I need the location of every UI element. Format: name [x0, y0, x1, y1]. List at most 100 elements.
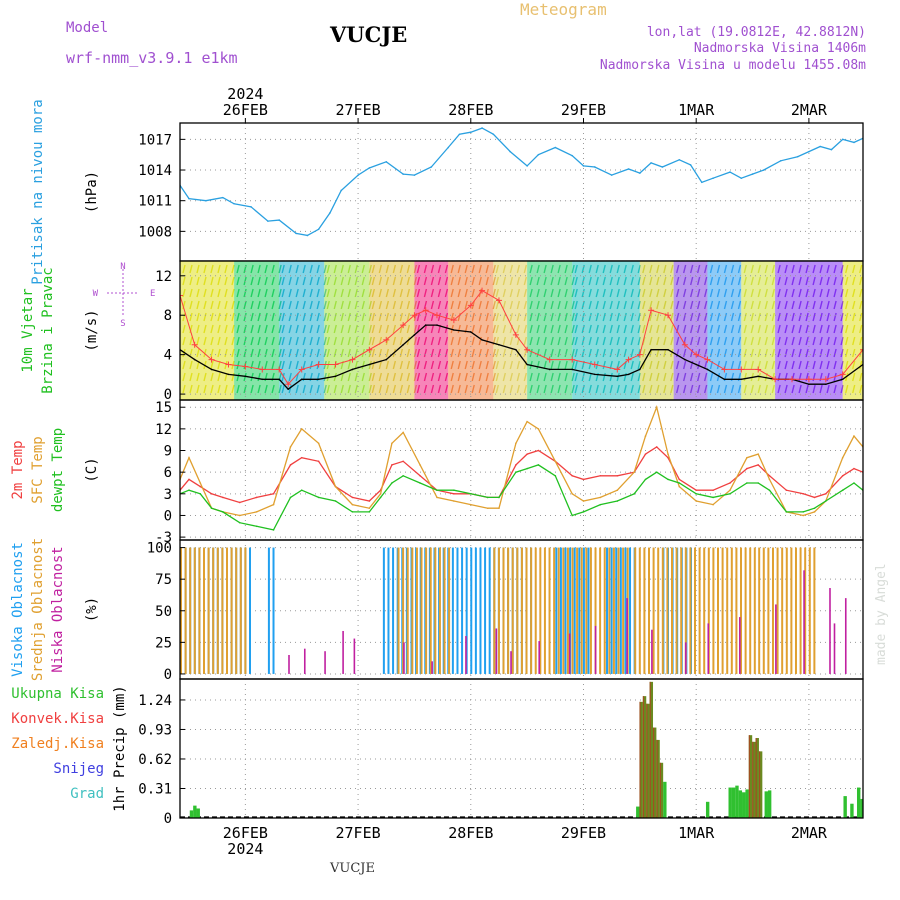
cloud-segment [758, 547, 816, 674]
data-point [193, 358, 196, 361]
elevation-label: Nadmorska Visina 1406m [693, 41, 866, 56]
axis-unit-temperature: (C) [84, 457, 100, 482]
gust-point [636, 351, 643, 358]
cloud-spike [431, 661, 433, 674]
cloud-segment [555, 547, 590, 674]
precip-bar [193, 805, 197, 818]
data-point [227, 373, 230, 376]
axis-title-pressure: Pritisak na nivou mora [30, 99, 46, 284]
gust-point [383, 336, 390, 343]
x-tick-label-top: 27FEB [335, 101, 380, 119]
data-point [785, 489, 788, 492]
cloud-spike [303, 648, 306, 674]
axis-title-clouds: Visoka Oblacnost [10, 542, 26, 677]
cloud-spike [568, 633, 571, 674]
y-tick-label: 0 [164, 667, 172, 683]
data-point [644, 478, 647, 481]
data-point [391, 464, 393, 466]
data-point [419, 482, 421, 484]
data-point [210, 368, 213, 371]
gust-point [512, 331, 519, 338]
data-point [391, 442, 393, 445]
precip-bar [656, 739, 660, 818]
data-point [740, 177, 743, 179]
data-point [667, 348, 669, 351]
data-point [841, 474, 844, 477]
data-point [509, 150, 512, 153]
data-point [796, 155, 799, 158]
data-point [825, 383, 827, 386]
temperature-plot-area [180, 400, 863, 540]
compass-west: W [93, 289, 99, 299]
data-point [678, 485, 681, 488]
precip-bar [636, 806, 640, 818]
data-point [819, 145, 821, 148]
data-point [526, 363, 528, 366]
precip-bar [663, 781, 667, 818]
y-tick-label: 1017 [138, 132, 172, 148]
data-point [712, 489, 714, 492]
data-point [763, 169, 765, 171]
precip-bar [745, 789, 749, 818]
data-point [498, 507, 500, 510]
data-point [768, 478, 771, 481]
data-point [723, 378, 726, 381]
data-point [199, 493, 202, 495]
axis-title-wind: 10m Vjetar [20, 288, 36, 372]
gust-point [276, 366, 283, 373]
gust-point [788, 376, 795, 383]
data-point [188, 489, 190, 492]
data-point [334, 500, 337, 502]
data-point [802, 514, 805, 517]
data-point [481, 339, 483, 341]
data-point [757, 464, 759, 466]
data-point [526, 467, 528, 470]
axis-title-clouds: Niska Oblacnost [50, 546, 66, 672]
y-tick-label: 0.31 [138, 781, 172, 797]
data-point [368, 507, 371, 510]
data-point [300, 489, 303, 492]
data-point [357, 174, 359, 176]
data-point [841, 456, 844, 459]
gust-point [693, 351, 700, 358]
cloud-spike [510, 651, 512, 674]
cloud-spike [288, 654, 290, 674]
data-point [238, 514, 241, 517]
data-point [593, 373, 596, 376]
data-point [368, 511, 371, 513]
data-point [701, 181, 703, 184]
data-point [340, 189, 342, 192]
gust-point [524, 346, 531, 353]
precip-bar-conv [656, 739, 658, 818]
wind-direction-band [279, 261, 327, 400]
data-point [813, 496, 816, 499]
panel-wind: 0 4 8 12 10m Vjetar Brzina i Pravac (m/s) N S W E [20, 260, 864, 403]
wind-direction-band [842, 261, 863, 400]
precip-frame [179, 678, 864, 819]
data-point [746, 456, 748, 459]
precip-bar [639, 701, 643, 818]
data-point [706, 368, 709, 371]
year-label-top: 2024 [227, 85, 263, 103]
data-point [667, 453, 669, 455]
precip-bar [735, 785, 739, 818]
precip-bar-conv [639, 701, 641, 818]
data-point [825, 493, 827, 495]
y-tick-label: 0 [164, 508, 172, 524]
precip-bar [649, 681, 654, 818]
precip-bar [764, 791, 768, 818]
legend-label: Konvek.Kisa [11, 711, 104, 727]
data-point [453, 329, 455, 331]
cloud-spike [626, 598, 628, 674]
data-point [644, 435, 647, 437]
data-point [391, 482, 393, 484]
data-point [317, 442, 320, 445]
gust-point [665, 312, 672, 319]
cloud-spike [353, 638, 356, 674]
data-point [419, 474, 421, 477]
y-tick-label: 100 [147, 541, 172, 557]
data-point [548, 368, 551, 371]
data-point [329, 212, 331, 214]
data-point [853, 467, 855, 470]
data-point [757, 375, 759, 378]
